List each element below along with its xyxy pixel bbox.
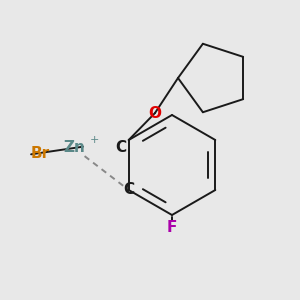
Text: Zn: Zn xyxy=(63,140,85,155)
Text: +: + xyxy=(89,135,99,145)
Text: C: C xyxy=(123,182,134,197)
Text: Br: Br xyxy=(30,146,50,160)
Text: C: C xyxy=(116,140,127,155)
Text: F: F xyxy=(167,220,177,236)
Text: O: O xyxy=(148,106,161,121)
